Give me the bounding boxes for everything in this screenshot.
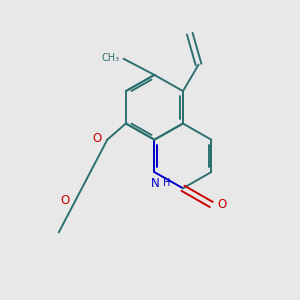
Text: O: O — [92, 132, 102, 145]
Text: CH₃: CH₃ — [102, 53, 120, 63]
Text: N: N — [151, 177, 159, 190]
Text: O: O — [60, 194, 69, 207]
Text: H: H — [163, 178, 170, 188]
Text: O: O — [218, 198, 227, 211]
